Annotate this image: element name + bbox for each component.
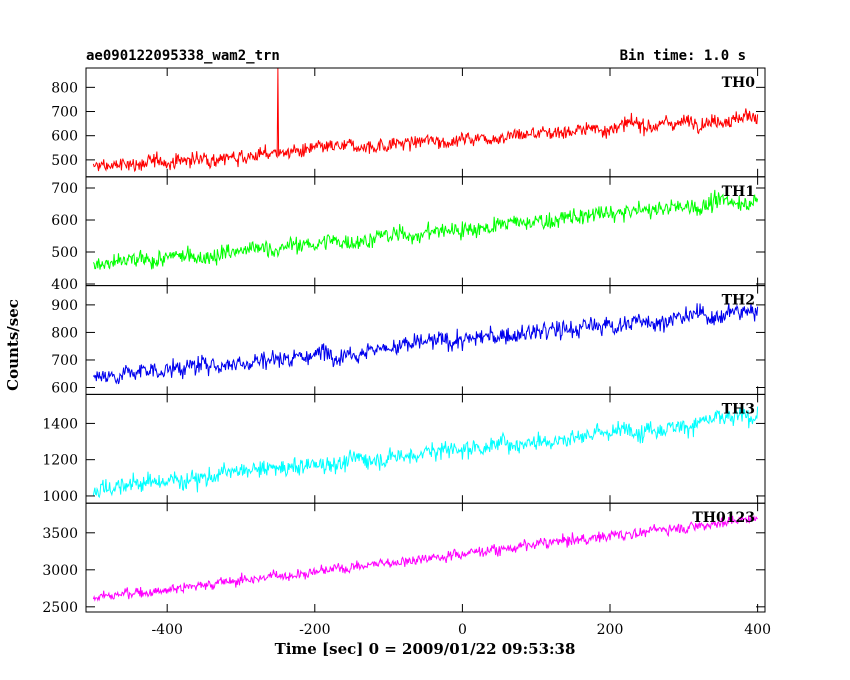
x-axis: -400 -200 0 200 400 [151, 622, 771, 638]
series-th0123-line [92, 515, 758, 602]
panel-label-th2: TH2 [722, 293, 755, 309]
y-tick-label: 900 [51, 298, 78, 314]
x-tick-label: -400 [151, 622, 182, 638]
y-tick-label: 1000 [42, 489, 78, 505]
y-tick-label: 500 [51, 153, 78, 169]
y-tick-label: 700 [51, 181, 78, 197]
y-tick-label: 800 [51, 80, 78, 96]
x-tick-label: 200 [597, 622, 624, 638]
panel-label-th1: TH1 [722, 184, 755, 200]
y-tick-label: 2500 [42, 600, 78, 616]
series-th2-line [92, 303, 759, 385]
y-tick-label: 400 [51, 277, 78, 293]
series-th0-line [92, 68, 759, 173]
y-tick-label: 600 [51, 381, 78, 397]
bin-time-label: Bin time: 1.0 s [620, 48, 746, 64]
y-tick-label: 3500 [42, 526, 78, 542]
x-axis-label: Time [sec] 0 = 2009/01/22 09:53:38 [275, 640, 576, 658]
panel-th0123: 2500 3000 3500 TH0123 [42, 502, 766, 616]
panel-label-th0123: TH0123 [692, 510, 755, 526]
panel-th2: 600 700 800 900 TH2 [51, 285, 766, 397]
y-tick-label: 3000 [42, 563, 78, 579]
panel-th0: 500 600 700 800 TH0 [51, 67, 766, 178]
y-tick-label: 700 [51, 105, 78, 121]
series-th3-line [92, 406, 759, 499]
y-tick-label: 1400 [42, 416, 78, 432]
y-tick-label: 500 [51, 245, 78, 261]
x-tick-label: 400 [744, 622, 771, 638]
y-tick-label: 1200 [42, 453, 78, 469]
x-tick-label: 0 [458, 622, 467, 638]
y-axis-label: Counts/sec [4, 299, 22, 391]
panel-label-th3: TH3 [722, 401, 755, 417]
panel-th1: 400 500 600 700 TH1 [51, 176, 766, 293]
panels-group: 500 600 700 800 TH0 400 500 600 700 TH1 600 700 800 9… [42, 67, 766, 616]
panel-th3: 1000 1200 1400 TH3 [42, 393, 766, 505]
y-tick-label: 600 [51, 213, 78, 229]
x-tick-label: -200 [299, 622, 330, 638]
y-tick-label: 700 [51, 353, 78, 369]
panel-frame [85, 502, 766, 613]
series-th1-line [92, 189, 759, 270]
panel-label-th0: TH0 [722, 75, 756, 91]
y-tick-label: 600 [51, 129, 78, 145]
chart-title: ae090122095338_wam2_trn [86, 48, 280, 64]
y-tick-label: 800 [51, 325, 78, 341]
